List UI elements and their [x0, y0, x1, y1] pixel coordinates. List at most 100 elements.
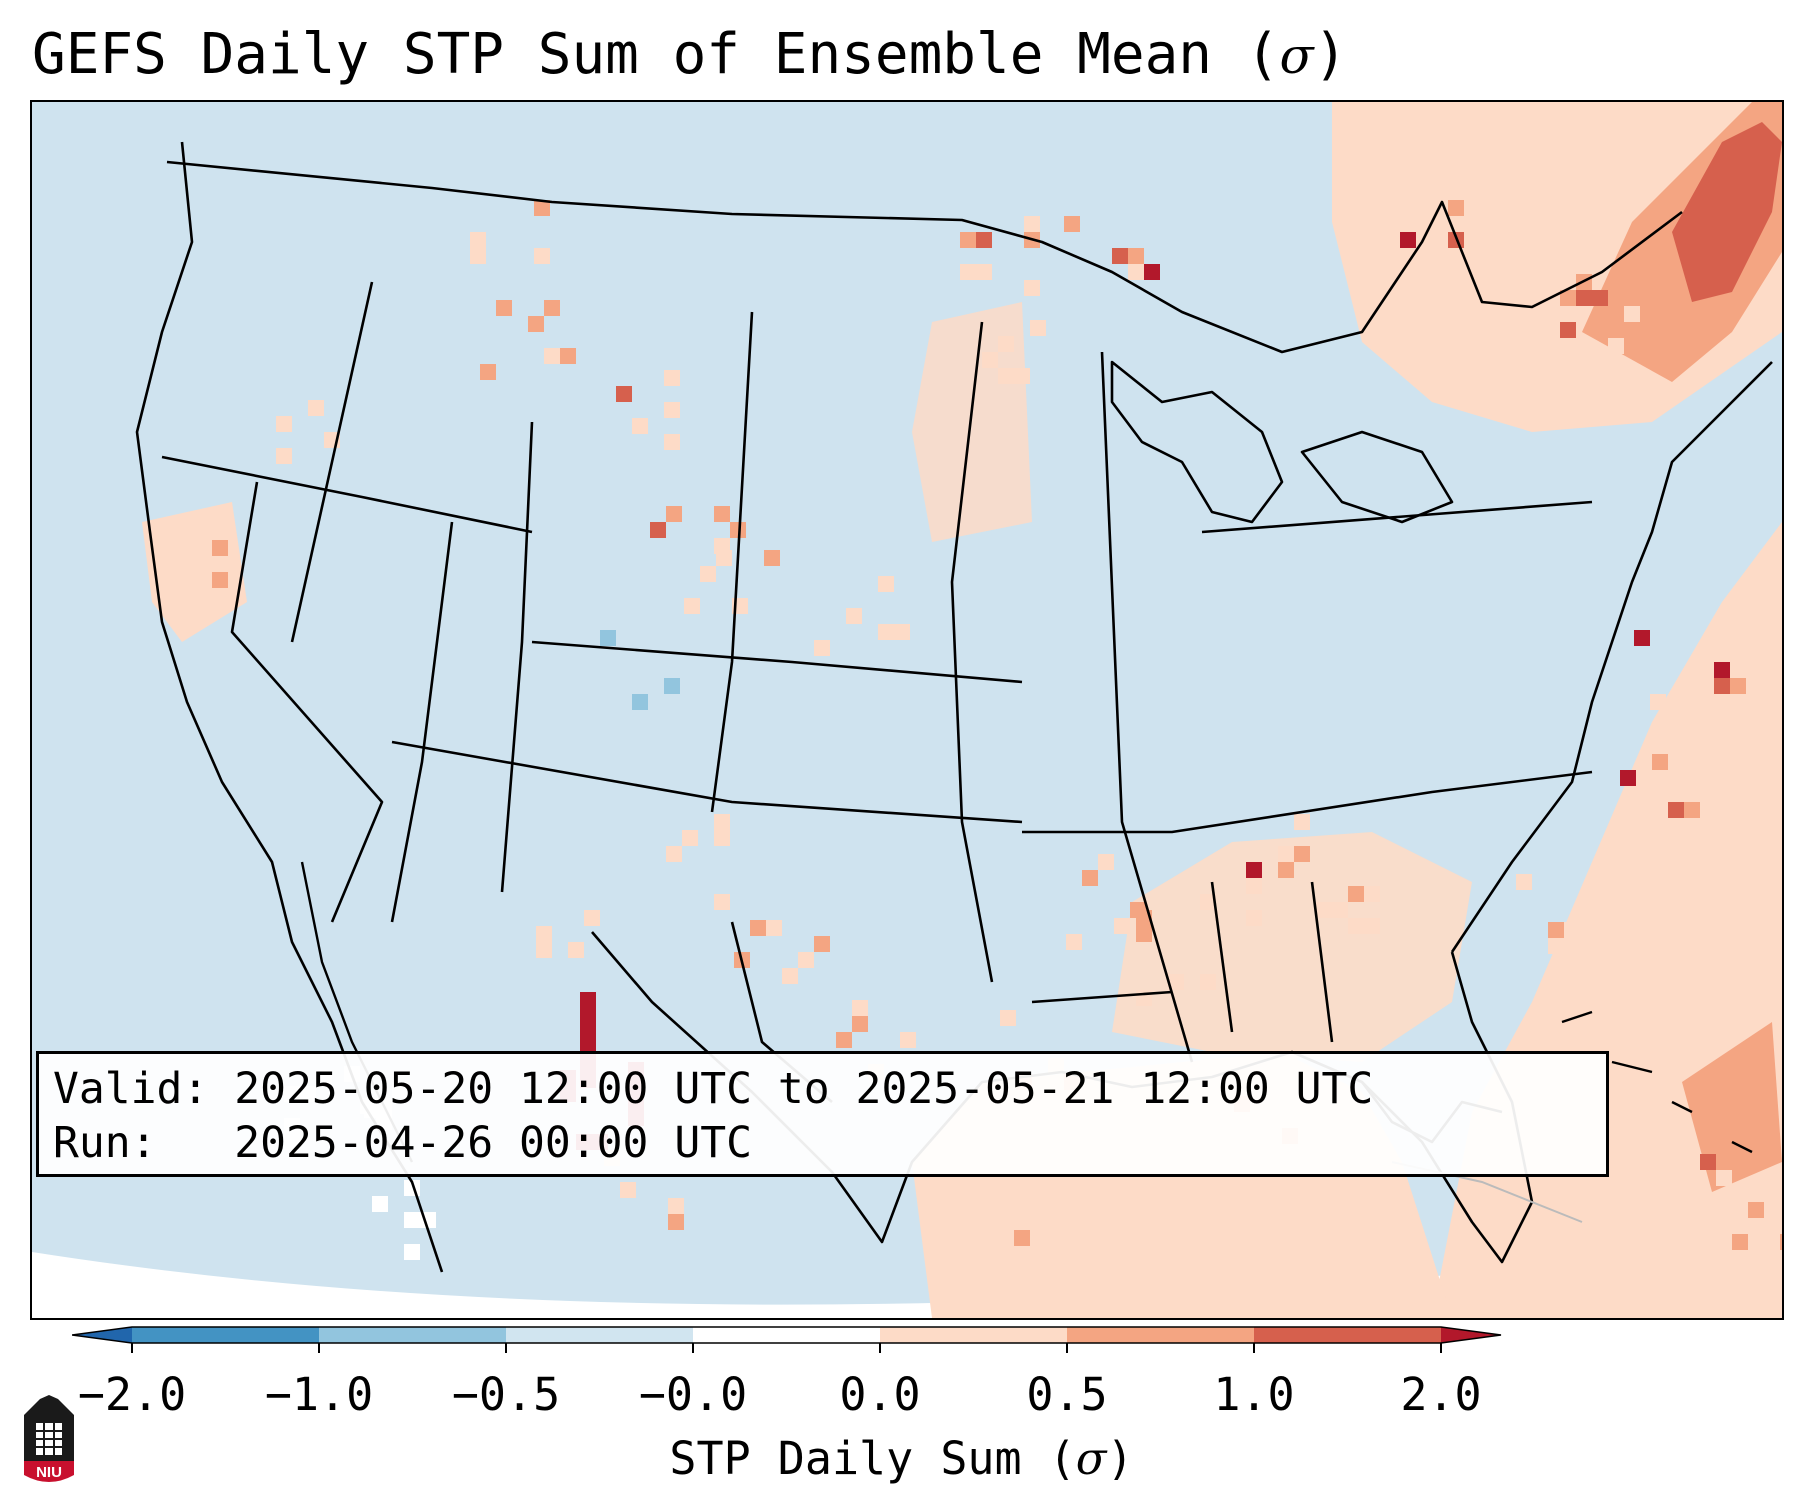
- anomaly-cell: [668, 1198, 684, 1214]
- anomaly-cell: [528, 316, 544, 332]
- anomaly-cell: [1560, 322, 1576, 338]
- anomaly-cell: [616, 386, 632, 402]
- anomaly-cell: [1316, 902, 1332, 918]
- state-line-5: [500, 421, 534, 893]
- map-title: GEFS Daily STP Sum of Ensemble Mean (σ): [32, 22, 1347, 87]
- anomaly-cell: [982, 1214, 998, 1230]
- anomaly-cell: [1244, 1182, 1260, 1198]
- niu-logo: NIU: [24, 1395, 74, 1482]
- anomaly-cell: [960, 232, 976, 248]
- anomaly-cell: [1348, 918, 1364, 934]
- anomaly-cell: [836, 1032, 852, 1048]
- anomaly-cell: [212, 540, 228, 556]
- anomaly-cell: [976, 264, 992, 280]
- anomaly-cell: [1580, 938, 1596, 954]
- anomaly-cell: [1592, 290, 1608, 306]
- cb-title-sigma: σ: [1075, 1432, 1107, 1485]
- state-line-16: [1031, 990, 1173, 1004]
- anomaly-cell: [1448, 200, 1464, 216]
- anomaly-cell: [544, 348, 560, 364]
- anomaly-cell: [730, 522, 746, 538]
- stp-map: [32, 102, 1782, 1318]
- anomaly-cell: [164, 556, 180, 572]
- anomaly-cell: [982, 352, 998, 368]
- anomaly-cell: [714, 814, 730, 830]
- anomaly-cell: [1624, 306, 1640, 322]
- anomaly-cell: [814, 936, 830, 952]
- anomaly-cell: [1348, 886, 1364, 902]
- title-sigma: σ: [1279, 27, 1314, 85]
- anomaly-cell: [470, 232, 486, 248]
- colorbar-segment: [132, 1327, 319, 1343]
- anomaly-cell: [544, 300, 560, 316]
- title-suffix: ): [1313, 22, 1348, 87]
- state-line-1: [161, 455, 533, 534]
- colorbar-segment: [693, 1327, 880, 1343]
- anomaly-cell: [560, 348, 576, 364]
- colorbar-tick-label: −2.0: [77, 1368, 187, 1421]
- anomaly-cell: [700, 566, 716, 582]
- anomaly-cell: [960, 264, 976, 280]
- anomaly-cell: [998, 336, 1014, 352]
- anomaly-cell: [620, 1182, 636, 1198]
- colorbar-tick-label: 0.0: [839, 1368, 921, 1421]
- anomaly-cell: [276, 416, 292, 432]
- state-line-2: [290, 281, 374, 643]
- anomaly-cell: [1130, 902, 1146, 918]
- anomaly-cell: [852, 1000, 868, 1016]
- anomaly-cell: [1748, 1202, 1764, 1218]
- state-line-11: [1022, 770, 1593, 834]
- anomaly-cell: [1732, 1234, 1748, 1250]
- state-line-12: [1201, 500, 1593, 534]
- anomaly-cell: [212, 572, 228, 588]
- anomaly-cell: [1246, 862, 1262, 878]
- anomaly-cell: [684, 598, 700, 614]
- state-line-15: [1210, 881, 1234, 1033]
- anomaly-cell: [1576, 290, 1592, 306]
- anomaly-cell: [798, 952, 814, 968]
- anomaly-cell: [1246, 878, 1262, 894]
- anomaly-cell: [1112, 248, 1128, 264]
- anomaly-cell: [878, 576, 894, 592]
- colorbar-segment: [1254, 1327, 1441, 1343]
- anomaly-cell: [750, 920, 766, 936]
- southeast-positive-region: [1112, 832, 1472, 1062]
- colorbar: [72, 1326, 1502, 1353]
- anomaly-cell: [1608, 338, 1624, 354]
- anomaly-cell: [1000, 1010, 1016, 1026]
- state-line-9: [531, 640, 1023, 684]
- cb-title-suffix: ): [1106, 1432, 1134, 1485]
- anomaly-cell: [584, 910, 600, 926]
- anomaly-cell: [664, 370, 680, 386]
- anomaly-cell: [600, 630, 616, 646]
- colorbar-extend-high: [1441, 1327, 1501, 1343]
- state-line-6: [710, 311, 754, 813]
- anomaly-cell: [1400, 248, 1416, 264]
- anomaly-cell: [950, 1198, 966, 1214]
- anomaly-cell: [1030, 320, 1046, 336]
- anomaly-cell: [1024, 280, 1040, 296]
- run-value: 2025-04-26 00:00 UTC: [234, 1118, 752, 1168]
- anomaly-cell: [470, 248, 486, 264]
- anomaly-cell: [632, 694, 648, 710]
- anomaly-cell: [1024, 216, 1040, 232]
- anomaly-cell: [1730, 678, 1746, 694]
- east-coast-line: [1450, 361, 1773, 953]
- anomaly-cell: [714, 830, 730, 846]
- state-line-10: [1100, 351, 1194, 1063]
- colorbar-segment: [506, 1327, 693, 1343]
- anomaly-cell: [1128, 248, 1144, 264]
- canada-us-border: [166, 160, 1683, 354]
- anomaly-cell: [228, 588, 244, 604]
- anomaly-cell: [1400, 232, 1416, 248]
- anomaly-cell: [1168, 974, 1184, 990]
- anomaly-cell: [764, 550, 780, 566]
- anomaly-cell: [846, 608, 862, 624]
- anomaly-cell: [668, 1214, 684, 1230]
- valid-label: Valid:: [53, 1064, 209, 1114]
- anomaly-cell: [1098, 854, 1114, 870]
- valid-run-info-box: Valid: 2025-05-20 12:00 UTC to 2025-05-2…: [36, 1051, 1609, 1177]
- anomaly-cell: [1650, 694, 1666, 710]
- atlantic-offshore-strong: [1682, 1022, 1782, 1192]
- anomaly-cell: [664, 402, 680, 418]
